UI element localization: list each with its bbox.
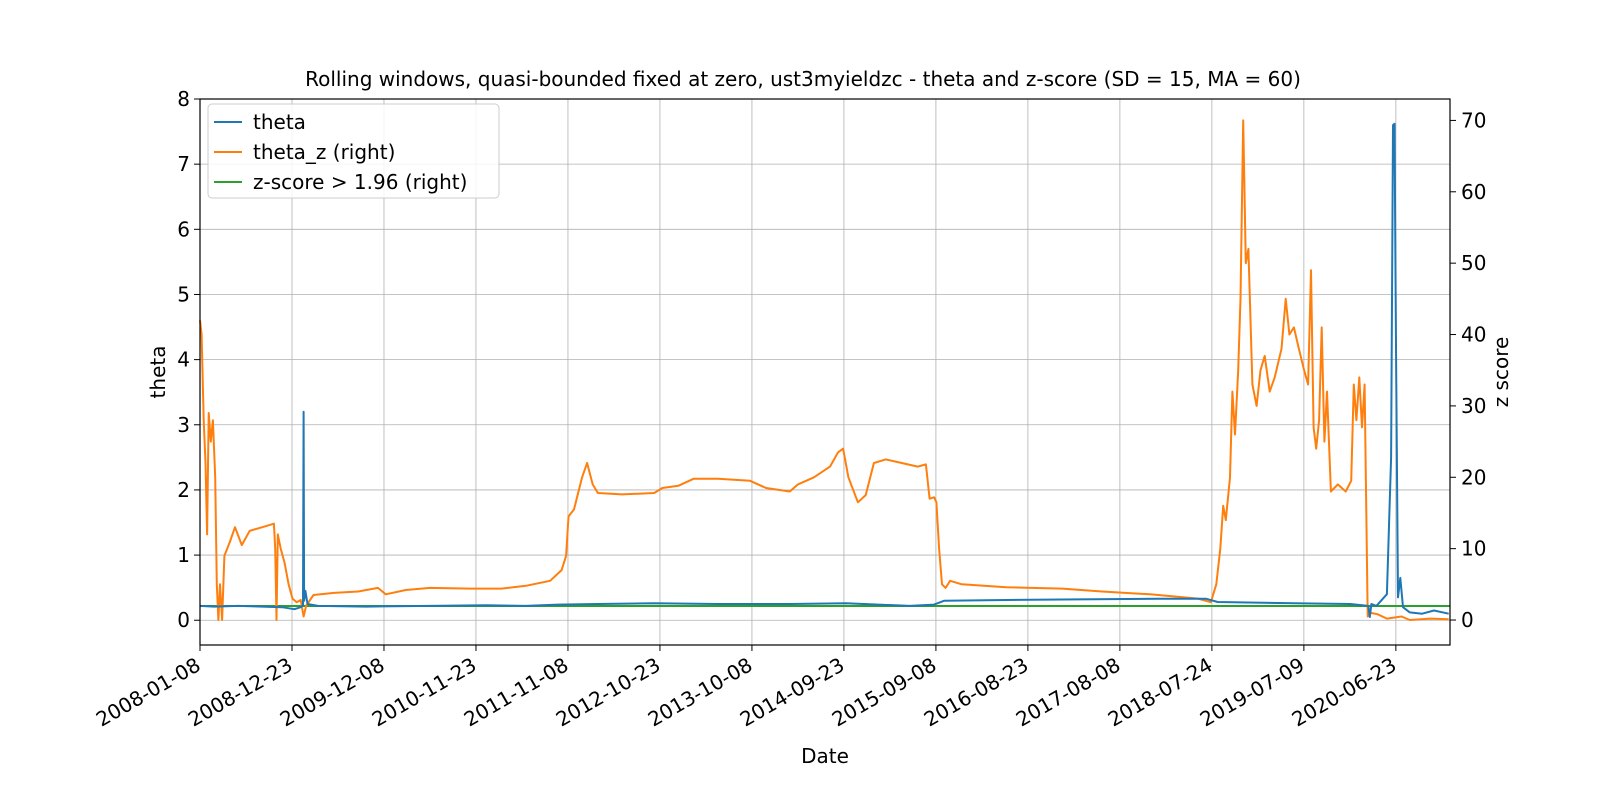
series-line-theta <box>199 122 1449 618</box>
plot-frame <box>199 98 1451 646</box>
y-right-tick-label: 60 <box>1461 180 1486 204</box>
y-left-tick-label: 6 <box>177 217 190 241</box>
y-left-tick-label: 8 <box>177 87 190 111</box>
y-left-tick-label: 2 <box>177 478 190 502</box>
legend-label-theta: theta <box>253 110 306 134</box>
y-right-tick-label: 10 <box>1461 537 1486 561</box>
y-right-tick-label: 20 <box>1461 465 1486 489</box>
legend: theta theta_z (right) z-score > 1.96 (ri… <box>207 103 500 199</box>
y-axis-right: 0 10 20 30 40 50 60 70 <box>1450 108 1486 632</box>
y-left-tick-label: 3 <box>177 413 190 437</box>
y-left-tick-label: 7 <box>177 152 190 176</box>
y-axis-left: 0 1 2 3 4 5 6 7 8 <box>177 87 200 632</box>
y-right-tick-label: 0 <box>1461 608 1474 632</box>
y-right-tick-label: 70 <box>1461 108 1486 132</box>
y-right-tick-label: 50 <box>1461 251 1486 275</box>
chart-title: Rolling windows, quasi-bounded fixed at … <box>305 67 1301 91</box>
legend-box <box>207 103 500 199</box>
y-right-tick-label: 30 <box>1461 394 1486 418</box>
series-line-theta-z <box>199 119 1449 621</box>
y-axis-right-label: z score <box>1489 337 1513 408</box>
y-left-tick-label: 4 <box>177 348 190 372</box>
legend-label-z-threshold: z-score > 1.96 (right) <box>253 170 467 194</box>
y-left-tick-label: 5 <box>177 282 190 306</box>
y-right-tick-label: 40 <box>1461 323 1486 347</box>
y-left-tick-label: 0 <box>177 608 190 632</box>
y-axis-left-label: theta <box>146 346 170 399</box>
y-left-tick-label: 1 <box>177 543 190 567</box>
series-layer <box>199 119 1450 621</box>
legend-label-theta-z: theta_z (right) <box>253 140 395 164</box>
x-axis-label: Date <box>801 744 849 768</box>
